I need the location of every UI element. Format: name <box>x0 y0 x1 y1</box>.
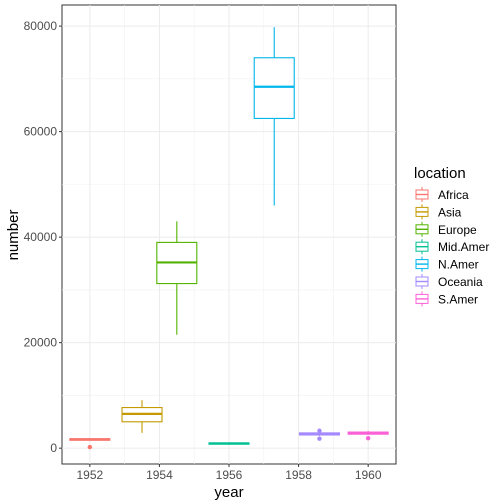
legend-item: N.Amer <box>415 256 479 272</box>
box-s-amer <box>347 431 389 441</box>
x-axis-ticks: 1952 1954 1956 1958 1960 <box>76 464 382 482</box>
box-europe <box>156 221 198 335</box>
box-oceania <box>298 428 341 441</box>
boxes <box>69 27 389 450</box>
grid <box>62 5 396 464</box>
legend-label: Europe <box>438 223 477 237</box>
legend-label: Mid.Amer <box>438 240 489 254</box>
legend-title: location <box>414 165 466 182</box>
legend-item: S.Amer <box>415 291 478 307</box>
y-tick-label: 40000 <box>24 230 58 244</box>
box-iqr <box>253 57 295 119</box>
legend-item: Africa <box>415 187 469 202</box>
legend-label: S.Amer <box>438 292 478 306</box>
y-tick-label: 60000 <box>24 125 58 139</box>
legend-label: N.Amer <box>438 258 479 272</box>
legend-item: Asia <box>415 204 462 220</box>
box-africa <box>69 438 111 450</box>
y-tick-label: 0 <box>50 441 57 455</box>
legend-item: Mid.Amer <box>415 239 489 255</box>
y-tick-label: 80000 <box>24 19 58 33</box>
legend-item: Oceania <box>415 274 483 289</box>
x-tick-label: 1958 <box>285 468 312 482</box>
x-axis-label: year <box>214 484 243 501</box>
legend-label: Oceania <box>438 275 483 289</box>
x-tick-label: 1952 <box>76 468 103 482</box>
outlier-point <box>87 444 93 450</box>
outlier-point <box>365 435 371 441</box>
y-tick-label: 20000 <box>24 336 58 350</box>
legend: location Africa Asia Europe Mid.Amer N.Amer O… <box>414 165 489 307</box>
x-tick-label: 1954 <box>146 468 173 482</box>
y-axis-label: number <box>5 210 22 261</box>
box-asia <box>121 400 163 433</box>
legend-label: Africa <box>438 188 469 202</box>
x-tick-label: 1956 <box>216 468 243 482</box>
outlier-point <box>317 436 322 441</box>
box-mid-amer <box>208 442 250 445</box>
box-n-amer <box>253 27 295 206</box>
x-tick-label: 1960 <box>355 468 382 482</box>
outlier-point <box>317 428 322 433</box>
y-axis-ticks: 0 20000 40000 60000 80000 <box>24 19 62 455</box>
legend-item: Europe <box>415 221 477 237</box>
legend-label: Asia <box>438 205 462 219</box>
